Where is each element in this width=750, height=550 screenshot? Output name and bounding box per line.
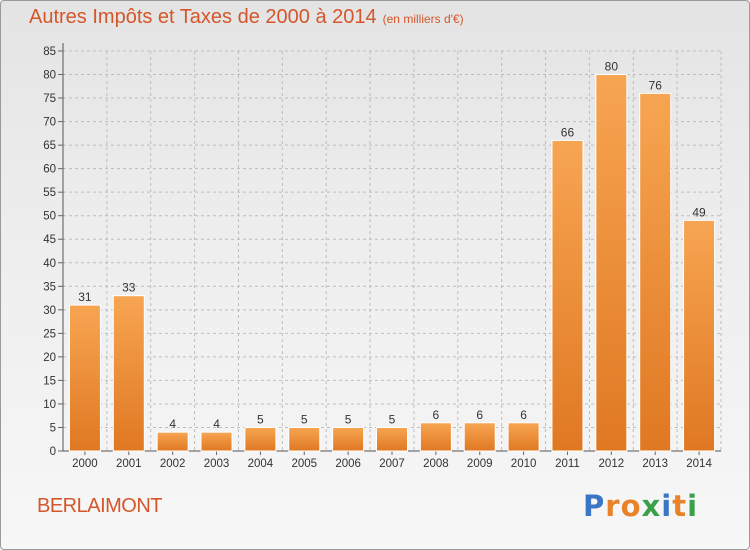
y-tick-label: 35 <box>43 281 56 293</box>
bar <box>683 219 716 452</box>
x-tick-label: 2011 <box>555 458 580 470</box>
x-tick-label: 2003 <box>204 458 230 470</box>
logo-letter: o <box>620 489 642 523</box>
bar-value-label: 6 <box>476 408 483 422</box>
x-tick-label: 2013 <box>642 458 668 470</box>
x-tick-label: 2006 <box>335 458 361 470</box>
bar-value-label: 5 <box>389 412 396 426</box>
bar-value-label: 33 <box>122 281 136 295</box>
y-tick-label: 20 <box>43 352 56 364</box>
bar-value-label: 4 <box>169 417 176 431</box>
y-tick-label: 45 <box>43 234 56 246</box>
bar <box>156 431 189 452</box>
y-tick-label: 50 <box>43 211 56 223</box>
x-tick-label: 2008 <box>423 458 449 470</box>
logo-letter: t <box>672 489 688 523</box>
x-tick-label: 2009 <box>467 458 493 470</box>
x-tick-label: 2010 <box>511 458 537 470</box>
bar <box>419 422 452 452</box>
logo-letter: r <box>605 489 621 523</box>
commune-name: BERLAIMONT <box>37 495 163 517</box>
y-tick-label: 0 <box>50 446 56 458</box>
logo-letter: x <box>641 489 662 523</box>
bar-value-label: 49 <box>692 205 706 219</box>
bar <box>112 295 145 452</box>
y-tick-label: 25 <box>43 328 56 340</box>
x-tick-label: 2002 <box>160 458 186 470</box>
chart-title-text: Autres Impôts et Taxes de 2000 à 2014 <box>29 6 377 28</box>
bar-value-label: 80 <box>605 60 619 74</box>
y-tick-label: 10 <box>43 399 56 411</box>
bar <box>463 422 496 452</box>
x-tick-label: 2004 <box>248 458 274 470</box>
bar <box>376 426 408 452</box>
bar-value-label: 66 <box>561 125 575 139</box>
x-tick-label: 2014 <box>686 458 712 470</box>
y-tick-label: 30 <box>43 305 56 317</box>
y-tick-label: 65 <box>43 140 56 152</box>
bar-value-label: 4 <box>213 417 220 431</box>
bar-value-label: 76 <box>649 78 663 92</box>
y-tick-label: 15 <box>43 375 56 387</box>
chart-title: Autres Impôts et Taxes de 2000 à 2014 (en… <box>29 6 464 29</box>
bar <box>595 74 628 452</box>
y-tick-label: 80 <box>43 70 56 82</box>
bar-value-label: 6 <box>433 408 440 422</box>
y-tick-label: 5 <box>50 422 56 434</box>
bars <box>68 74 716 452</box>
bar <box>332 426 365 452</box>
bar <box>507 422 540 452</box>
bar <box>200 431 233 452</box>
x-tick-label: 2001 <box>116 458 142 470</box>
bar-value-label: 6 <box>520 408 527 422</box>
bar <box>551 139 584 452</box>
labels: 31 2000 33 2001 4 2002 4 2003 5 2004 5 2005 5 2006 5 20… <box>72 60 712 470</box>
bar <box>288 426 321 452</box>
bar-value-label: 5 <box>345 412 352 426</box>
bar-value-label: 31 <box>78 290 92 304</box>
y-tick-label: 70 <box>43 117 56 129</box>
y-tick-label: 75 <box>43 93 56 105</box>
bar <box>639 92 672 452</box>
bar <box>68 304 101 452</box>
bar-value-label: 5 <box>301 412 308 426</box>
proxiti-logo: Proxiti <box>583 489 698 523</box>
x-tick-label: 2000 <box>72 458 98 470</box>
y-tick-label: 40 <box>43 258 56 270</box>
chart-subtitle: (en milliers d'€) <box>382 12 464 26</box>
logo-letter: i <box>661 489 673 523</box>
x-tick-label: 2005 <box>291 458 317 470</box>
x-tick-label: 2012 <box>599 458 625 470</box>
y-tick-label: 85 <box>43 46 56 58</box>
logo-letter: P <box>583 489 606 523</box>
y-tick-label: 60 <box>43 164 56 176</box>
y-tick-label: 55 <box>43 187 56 199</box>
x-tick-label: 2007 <box>379 458 405 470</box>
bar <box>244 426 277 452</box>
bar-value-label: 5 <box>257 412 264 426</box>
logo-letter: i <box>687 489 699 523</box>
